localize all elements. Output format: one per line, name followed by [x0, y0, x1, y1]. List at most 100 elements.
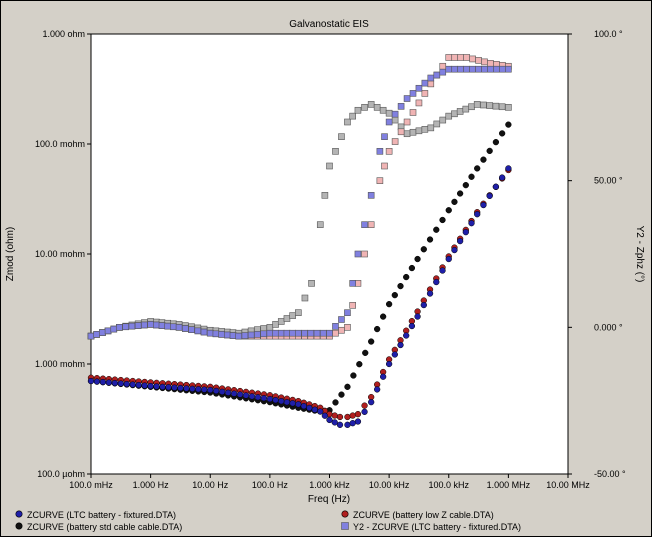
series-6-point	[486, 102, 493, 109]
series-1-point	[468, 220, 475, 227]
series-6-point	[462, 105, 470, 113]
series-1-point	[486, 192, 493, 200]
series-3-point	[433, 226, 440, 233]
series-4-point	[409, 90, 417, 97]
series-3-point	[391, 291, 398, 299]
series-4-point	[457, 65, 465, 73]
series-1-point	[379, 373, 387, 380]
y-tick-label: 1.000 ohm	[42, 29, 85, 39]
series-4-point	[493, 65, 500, 73]
y-tick-label: 100.0 mohm	[35, 139, 85, 149]
series-1-point	[141, 382, 148, 389]
series-1-point	[189, 385, 196, 392]
series-6-point	[326, 162, 333, 170]
series-1-point	[385, 360, 393, 368]
series-4-point	[200, 328, 208, 336]
series-3-point	[374, 325, 381, 333]
series-4-point	[469, 65, 476, 73]
series-1-point	[408, 322, 416, 330]
series-4-point	[87, 332, 95, 340]
x-tick-label: 10.00 MHz	[546, 480, 590, 490]
series-4-point	[349, 280, 356, 287]
series-1-point	[311, 406, 318, 413]
series-5-point	[427, 80, 435, 88]
series-4-point	[104, 327, 112, 335]
series-1-point	[391, 351, 398, 358]
series-4-point	[361, 221, 368, 228]
series-4-point	[397, 103, 405, 110]
series-5-point	[469, 55, 476, 63]
series-1-point	[397, 341, 404, 349]
series-3-point	[474, 165, 481, 172]
series-5-point	[415, 99, 423, 107]
series-1-point	[272, 396, 279, 404]
series-1-point	[474, 211, 481, 218]
x-tick-label: 1.000 kHz	[309, 480, 350, 490]
series-1-point	[344, 421, 351, 428]
series-4-point	[445, 65, 453, 73]
series-4-point	[385, 118, 393, 126]
series-6-point	[480, 101, 487, 109]
series-6-point	[433, 120, 441, 128]
series-1-point	[195, 386, 202, 393]
series-1-point	[289, 400, 296, 407]
series-6-point	[338, 133, 345, 140]
series-3-point	[468, 173, 475, 180]
x-tick-label: 10.00 Hz	[192, 480, 229, 490]
series-1-point	[165, 384, 172, 391]
series-3-point	[498, 130, 506, 137]
series-1-point	[354, 418, 362, 425]
series-1-point	[462, 228, 469, 236]
series-5-point	[391, 138, 399, 145]
series-6-point	[277, 318, 285, 325]
series-6-point	[295, 309, 302, 316]
legend-marker-3	[341, 510, 349, 521]
series-2-point	[331, 412, 338, 419]
series-5-point	[367, 221, 375, 228]
series-1-point	[420, 301, 427, 309]
series-4-point	[122, 323, 129, 331]
series-1-point	[236, 391, 244, 398]
series-3-point	[492, 138, 500, 146]
series-1-point	[248, 393, 256, 400]
series-1-point	[480, 201, 487, 209]
series-3-point	[356, 361, 363, 368]
series-4-point	[188, 326, 195, 333]
series-1-point	[87, 377, 95, 385]
y-tick-label: 10.00 mohm	[35, 249, 85, 259]
series-1-point	[374, 386, 381, 393]
series-1-point	[283, 399, 291, 406]
series-5-point	[481, 58, 488, 66]
series-4-marks	[87, 65, 512, 340]
series-6-point	[385, 109, 393, 117]
y2-tick-label: 50.00 °	[594, 176, 623, 186]
series-5-point	[445, 54, 453, 61]
series-4-point	[206, 329, 214, 337]
series-4-point	[319, 329, 327, 337]
legend-item-4: Y2 - ZCURVE (LTC battery - fixtured.DTA)	[341, 522, 521, 533]
series-4-point	[247, 331, 255, 339]
y2-tick-label: 0.000 °	[594, 322, 623, 332]
series-5-point	[421, 90, 429, 97]
series-1-point	[306, 404, 313, 412]
series-4-point	[260, 330, 267, 338]
series-4-point	[427, 74, 435, 82]
legend-label-2: ZCURVE (battery std cable cable.DTA)	[27, 522, 183, 532]
series-1-point	[147, 382, 154, 390]
series-4-point	[307, 329, 315, 337]
legend-label-4: Y2 - ZCURVE (LTC battery - fixtured.DTA)	[353, 522, 522, 532]
series-1-point	[123, 380, 130, 388]
series-3-point	[368, 338, 375, 345]
series-5-point	[385, 148, 393, 155]
x-tick-label: 100.0 Hz	[252, 480, 289, 490]
series-1-point	[498, 174, 506, 181]
legend-item-3: ZCURVE (battery low Z cable.DTA)	[341, 510, 494, 521]
series-6-point	[439, 116, 447, 124]
series-4-point	[439, 68, 447, 76]
x-tick-label: 10.00 kHz	[369, 480, 410, 490]
series-2-point	[354, 411, 362, 418]
series-6-point	[473, 101, 481, 108]
series-6-point	[379, 106, 387, 114]
series-6-point	[349, 112, 356, 120]
series-3-point	[456, 190, 464, 197]
